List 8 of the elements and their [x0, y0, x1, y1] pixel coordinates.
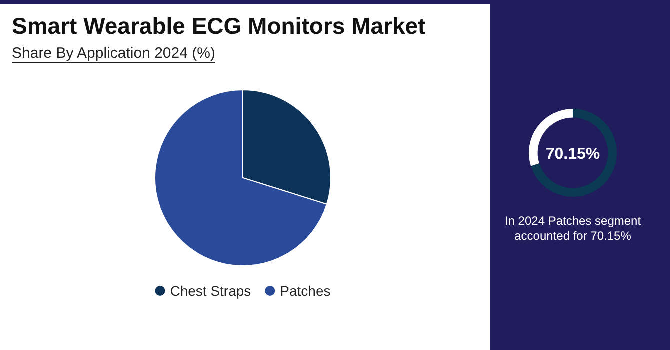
- pie-slice: [154, 90, 328, 266]
- legend-label: Chest Straps: [170, 283, 252, 299]
- donut-slice: [531, 109, 617, 197]
- text: In 2024 Patches segment accounted for 70.15%: [504, 214, 642, 243]
- text: 70.15%: [546, 146, 600, 163]
- chart-title: Smart Wearable ECG Monitors Market: [12, 13, 426, 39]
- legend-label: Patches: [280, 283, 331, 299]
- chart-subtitle: Share By Application 2024 (%): [12, 45, 216, 62]
